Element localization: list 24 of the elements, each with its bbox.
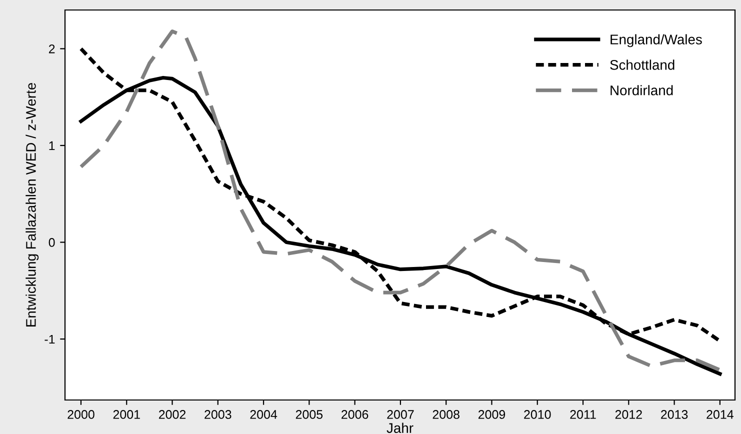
x-tick-label: 2010 (524, 410, 551, 419)
x-tick-label: 2002 (158, 410, 186, 419)
x-tick-label: 2013 (661, 410, 688, 419)
legend-label: England/Wales (610, 34, 702, 48)
x-tick-label: 2000 (68, 410, 94, 419)
x-tick-label: 2006 (342, 410, 368, 419)
x-tick-label: 2005 (296, 410, 323, 419)
legend-label: Nordirland (610, 85, 673, 96)
y-tick-label: 0 (48, 238, 55, 247)
x-tick-label: 2004 (250, 410, 278, 419)
x-tick-label: 2008 (432, 410, 460, 419)
x-tick-label: 2014 (706, 410, 734, 419)
x-tick-label: 2012 (615, 410, 642, 419)
y-tick-label: 2 (48, 44, 55, 54)
legend-label: Schottland (610, 60, 674, 70)
x-tick-label: 2001 (113, 410, 140, 419)
y-tick-label: -1 (44, 334, 55, 344)
x-tick-label: 2007 (387, 410, 414, 419)
x-tick-label: 2011 (570, 410, 596, 419)
x-tick-label: 2003 (204, 410, 232, 419)
y-axis-title: Entwicklung Fallazahlen WED / z-Werte (26, 83, 39, 326)
y-tick-label: 1 (49, 141, 55, 150)
x-axis-title: Jahr (386, 422, 414, 433)
x-tick-label: 2009 (478, 410, 506, 419)
